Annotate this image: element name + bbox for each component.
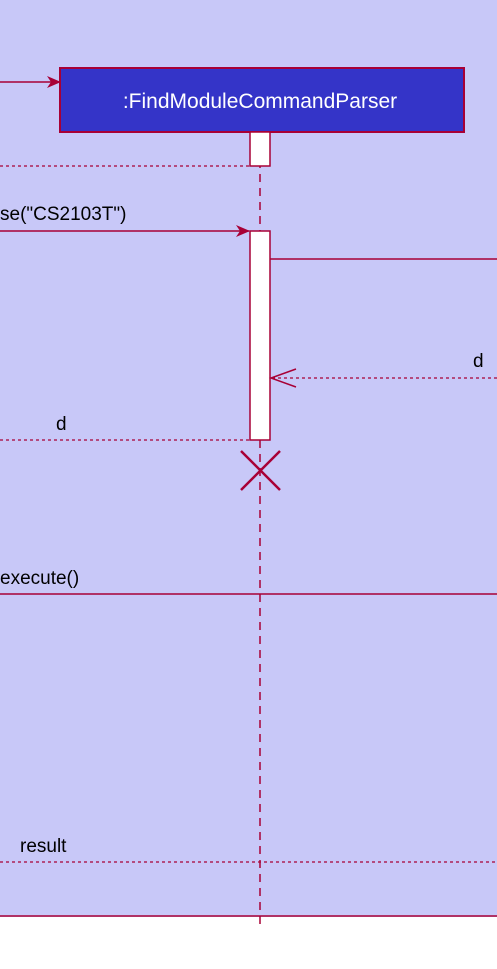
- object-box: [59, 67, 465, 133]
- result-return-label: result: [20, 836, 67, 857]
- inner-return-label: d: [473, 351, 484, 372]
- inner-return-arrowhead: [268, 368, 297, 388]
- execute-call-label: execute(): [0, 568, 79, 589]
- destroy-x-icon: [240, 450, 281, 491]
- activation-parse: [249, 230, 271, 441]
- object-label: :FindModuleCommandParser: [123, 90, 397, 113]
- activation-create: [249, 131, 271, 167]
- parse-call-label: se("CS2103T"): [0, 204, 126, 225]
- parse-return-label: d: [56, 414, 67, 435]
